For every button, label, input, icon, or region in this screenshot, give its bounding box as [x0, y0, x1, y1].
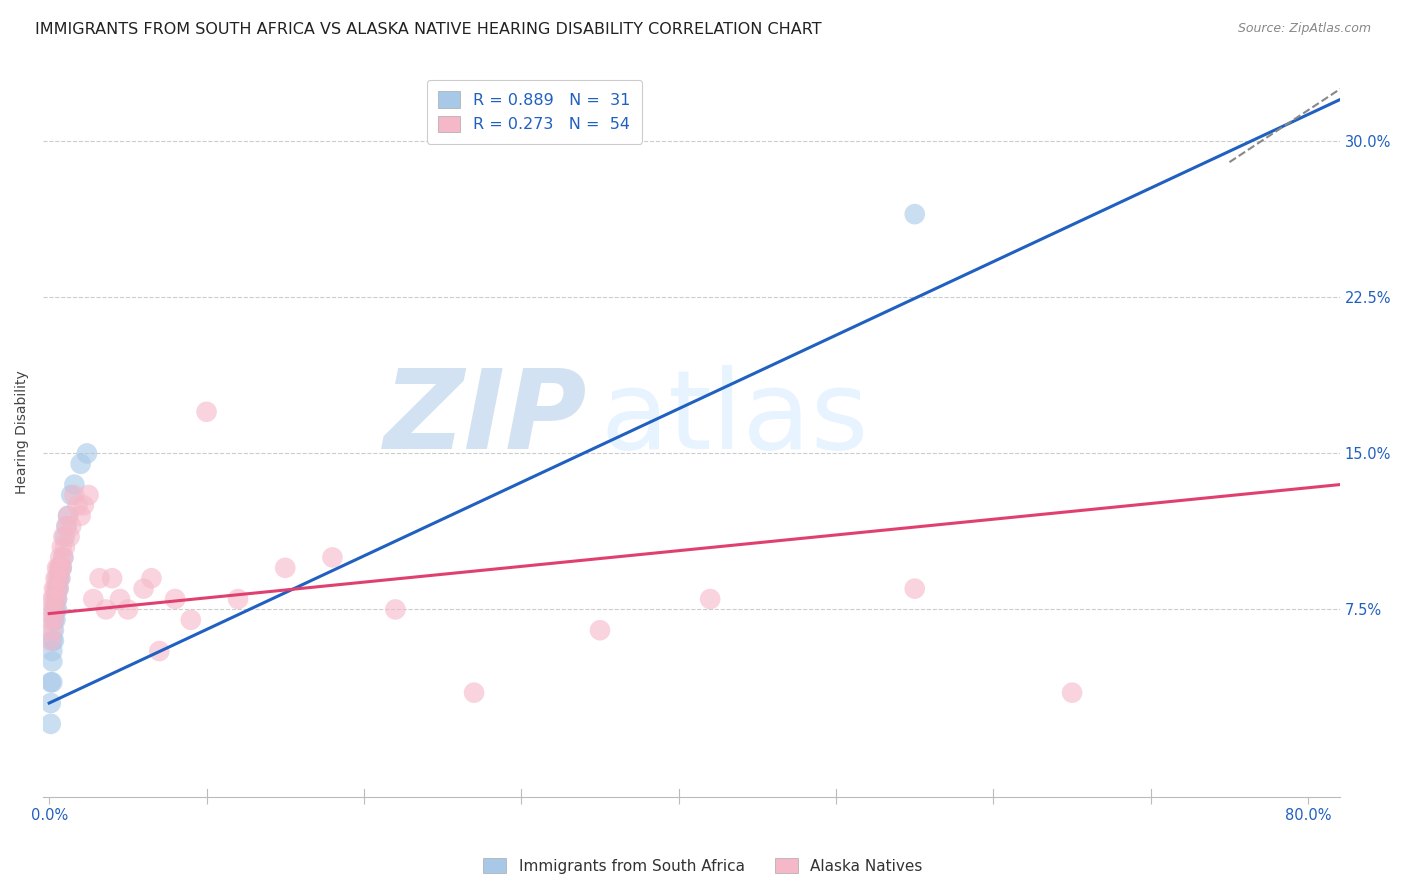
Point: [48, 582, 70, 596]
Point: [51, 561, 73, 575]
Point: [56, 508, 79, 523]
Point: [63, 488, 86, 502]
Point: [41, 644, 63, 658]
Point: [49, 571, 72, 585]
Point: [42, 592, 65, 607]
Point: [699, 592, 721, 607]
Point: [49, 561, 72, 575]
Point: [41, 655, 63, 669]
Point: [46, 602, 69, 616]
Point: [165, 592, 187, 607]
Point: [42, 633, 65, 648]
Point: [132, 582, 155, 596]
Point: [41, 602, 63, 616]
Point: [52, 550, 75, 565]
Point: [55, 519, 77, 533]
Point: [39, 613, 62, 627]
Point: [226, 592, 249, 607]
Point: [41, 633, 63, 648]
Point: [69, 457, 91, 471]
Point: [108, 592, 131, 607]
Point: [73, 499, 96, 513]
Point: [141, 571, 163, 585]
Point: [52, 530, 75, 544]
Point: [51, 540, 73, 554]
Point: [69, 508, 91, 523]
Point: [49, 571, 72, 585]
Point: [41, 592, 63, 607]
Point: [41, 624, 63, 638]
Point: [49, 550, 72, 565]
Point: [60, 519, 83, 533]
Point: [44, 602, 66, 616]
Point: [321, 550, 343, 565]
Point: [39, 633, 62, 648]
Point: [51, 561, 73, 575]
Point: [42, 582, 65, 596]
Point: [46, 571, 69, 585]
Point: [44, 582, 66, 596]
Point: [148, 644, 170, 658]
Point: [904, 207, 927, 221]
Point: [46, 582, 69, 596]
Point: [39, 696, 62, 710]
Point: [39, 675, 62, 690]
Point: [44, 571, 66, 585]
Point: [77, 488, 100, 502]
Point: [101, 571, 124, 585]
Point: [42, 613, 65, 627]
Point: [52, 550, 75, 565]
Legend: Immigrants from South Africa, Alaska Natives: Immigrants from South Africa, Alaska Nat…: [477, 852, 929, 880]
Point: [44, 592, 66, 607]
Point: [53, 530, 76, 544]
Point: [89, 571, 111, 585]
Point: [42, 602, 65, 616]
Point: [59, 530, 82, 544]
Point: [66, 499, 89, 513]
Point: [39, 717, 62, 731]
Point: [76, 446, 98, 460]
Point: [1062, 686, 1084, 700]
Point: [48, 571, 70, 585]
Point: [384, 602, 406, 616]
Text: atlas: atlas: [600, 365, 869, 472]
Point: [55, 519, 77, 533]
Point: [46, 561, 69, 575]
Point: [56, 508, 79, 523]
Point: [60, 488, 83, 502]
Point: [274, 561, 297, 575]
Point: [195, 405, 218, 419]
Point: [463, 686, 485, 700]
Text: IMMIGRANTS FROM SOUTH AFRICA VS ALASKA NATIVE HEARING DISABILITY CORRELATION CHA: IMMIGRANTS FROM SOUTH AFRICA VS ALASKA N…: [35, 22, 821, 37]
Text: Source: ZipAtlas.com: Source: ZipAtlas.com: [1237, 22, 1371, 36]
Point: [46, 592, 69, 607]
Point: [42, 613, 65, 627]
Point: [49, 561, 72, 575]
Point: [117, 602, 139, 616]
Point: [44, 602, 66, 616]
Y-axis label: Hearing Disability: Hearing Disability: [15, 371, 30, 494]
Point: [94, 602, 117, 616]
Point: [41, 675, 63, 690]
Point: [589, 624, 612, 638]
Text: ZIP: ZIP: [384, 365, 588, 472]
Point: [63, 477, 86, 491]
Point: [44, 613, 66, 627]
Point: [53, 540, 76, 554]
Point: [904, 582, 927, 596]
Legend: R = 0.889   N =  31, R = 0.273   N =  54: R = 0.889 N = 31, R = 0.273 N = 54: [427, 80, 641, 144]
Point: [42, 624, 65, 638]
Point: [82, 592, 104, 607]
Point: [180, 613, 202, 627]
Point: [48, 561, 70, 575]
Point: [48, 582, 70, 596]
Point: [46, 592, 69, 607]
